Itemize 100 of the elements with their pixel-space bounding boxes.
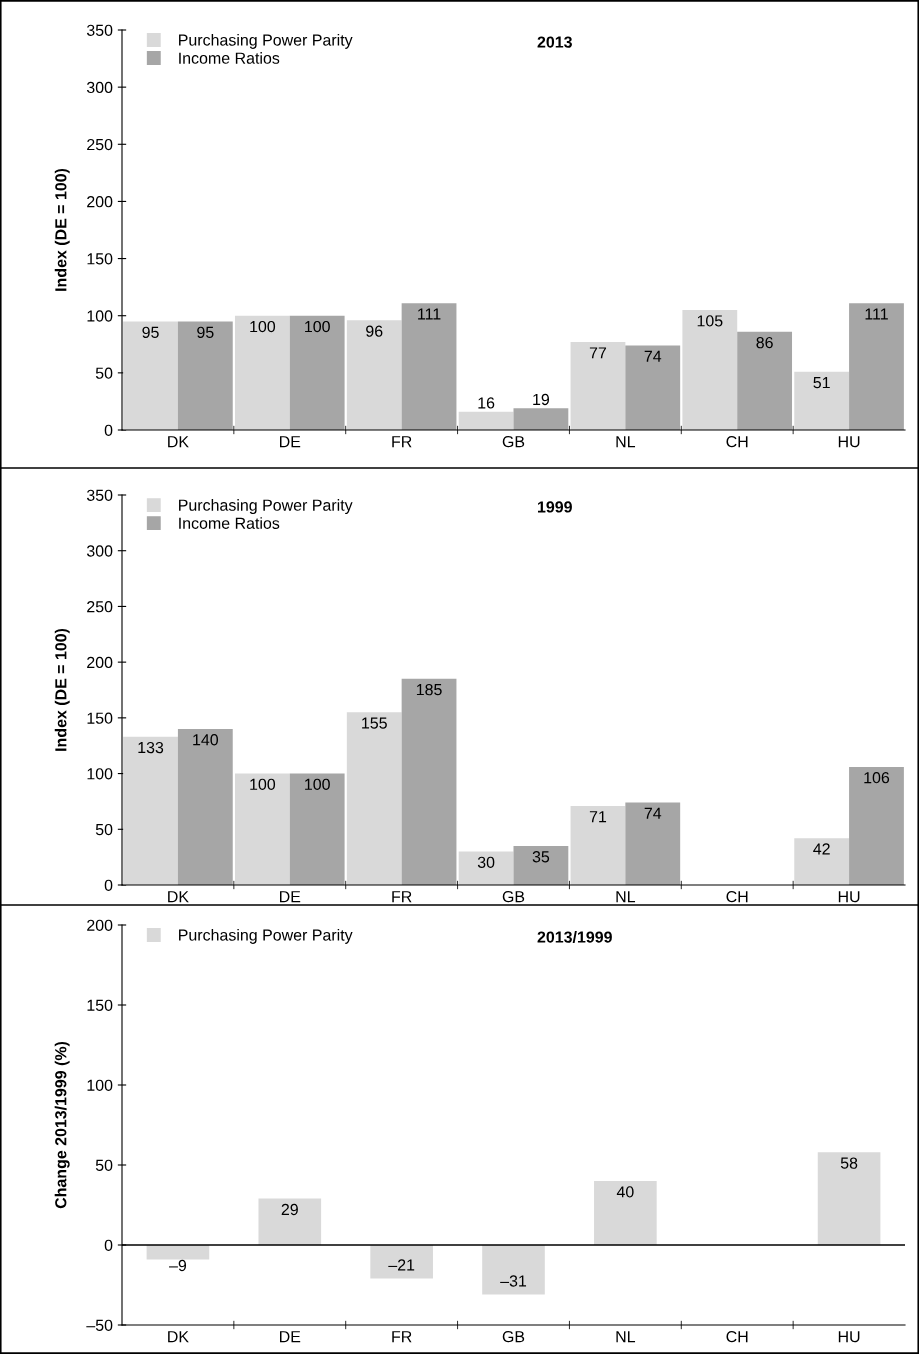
x-tick-label: DE xyxy=(280,891,301,903)
legend-label: Purchasing Power Parity xyxy=(179,33,353,49)
bar xyxy=(401,678,457,885)
data-label: 40 xyxy=(616,1186,634,1198)
y-tick-label: 0 xyxy=(104,1239,113,1251)
y-tick-label: 200 xyxy=(87,196,113,208)
data-label: 106 xyxy=(864,771,890,784)
x-tick-label: DK xyxy=(168,436,189,448)
y-tick-label: 100 xyxy=(87,1079,113,1091)
bar xyxy=(849,766,904,885)
data-label: 185 xyxy=(416,683,442,696)
data-label: 111 xyxy=(418,308,441,320)
x-tick-label: CH xyxy=(726,1330,748,1343)
y-tick-label: 50 xyxy=(95,1159,113,1171)
x-tick-label: DE xyxy=(280,436,301,448)
data-label: 16 xyxy=(478,397,495,409)
chart-title: 2013/1999 xyxy=(537,931,612,943)
data-label: –9 xyxy=(169,1259,187,1272)
bar xyxy=(817,1152,881,1245)
data-label: 71 xyxy=(589,811,607,823)
y-tick-label: 150 xyxy=(87,999,113,1011)
data-label: 30 xyxy=(477,856,495,868)
x-tick-label: NL xyxy=(616,891,636,903)
x-tick-label: CH xyxy=(726,890,748,903)
bar xyxy=(258,1198,322,1245)
data-label: 86 xyxy=(756,336,773,349)
chart-title: 2013 xyxy=(537,36,572,48)
y-tick-label: 50 xyxy=(95,823,113,836)
bar xyxy=(177,729,233,885)
bar xyxy=(458,851,514,885)
x-tick-label: FR xyxy=(392,1331,412,1343)
bar xyxy=(849,303,904,430)
data-label: 95 xyxy=(142,326,159,338)
data-label: 35 xyxy=(532,851,550,863)
y-tick-label: 0 xyxy=(104,424,113,436)
bar xyxy=(570,342,626,430)
data-label: 133 xyxy=(138,741,164,754)
bar xyxy=(458,411,514,430)
data-label: 100 xyxy=(305,778,330,790)
bar xyxy=(346,712,402,885)
bar xyxy=(570,805,626,885)
y-tick-label: 100 xyxy=(87,310,113,322)
bar xyxy=(794,371,850,430)
x-tick-label: GB xyxy=(502,1330,525,1343)
y-tick-label: 0 xyxy=(104,879,113,891)
data-label: 100 xyxy=(250,320,276,333)
data-label: 96 xyxy=(366,325,383,337)
legend-label: Income Ratios xyxy=(179,52,280,64)
y-tick-label: –50 xyxy=(86,1319,113,1331)
legend-label: Purchasing Power Parity xyxy=(179,499,353,514)
legend-label: Purchasing Power Parity xyxy=(179,928,353,944)
bar xyxy=(682,310,738,430)
x-tick-label: DK xyxy=(168,1331,189,1343)
data-label: 74 xyxy=(644,807,662,819)
y-tick-label: 300 xyxy=(86,545,113,557)
y-tick-label: 250 xyxy=(87,601,113,613)
x-tick-label: DE xyxy=(280,1331,301,1343)
bar xyxy=(513,408,569,430)
y-tick-label: 150 xyxy=(87,253,113,265)
data-label: 105 xyxy=(697,315,723,327)
bar xyxy=(234,315,290,430)
bar xyxy=(513,846,569,885)
y-tick-label: 350 xyxy=(86,24,113,36)
bar xyxy=(370,1245,433,1279)
y-tick-label: 50 xyxy=(95,367,113,379)
x-tick-label: FR xyxy=(392,436,412,448)
legend-label: Income Ratios xyxy=(179,517,280,529)
bar xyxy=(482,1245,545,1295)
y-tick-label: 100 xyxy=(87,768,113,780)
x-tick-label: GB xyxy=(502,435,525,448)
data-label: –21 xyxy=(388,1259,415,1271)
bar xyxy=(289,773,345,885)
bar xyxy=(625,802,681,885)
y-tick-label: 350 xyxy=(86,489,113,501)
bar xyxy=(346,320,402,430)
bar xyxy=(123,321,178,430)
y-tick-label: 250 xyxy=(87,138,113,151)
x-tick-label: NL xyxy=(616,436,636,448)
x-tick-label: HU xyxy=(838,891,860,903)
x-tick-label: DK xyxy=(168,891,189,903)
data-label: 100 xyxy=(305,320,330,333)
x-tick-label: FR xyxy=(392,891,412,903)
bar xyxy=(794,838,850,885)
y-axis-title: Index (DE = 100) xyxy=(54,168,70,291)
chart-title: 1999 xyxy=(538,501,572,513)
data-label: 95 xyxy=(197,326,214,338)
bar xyxy=(289,315,345,430)
data-label: 19 xyxy=(533,393,550,406)
y-tick-label: 150 xyxy=(87,712,113,724)
data-label: –31 xyxy=(500,1275,527,1287)
data-label: 111 xyxy=(865,308,888,320)
y-tick-label: 200 xyxy=(87,656,113,669)
data-label: 29 xyxy=(281,1203,298,1216)
data-label: 42 xyxy=(813,843,830,855)
y-axis-title: Index (DE = 100) xyxy=(54,628,70,751)
x-tick-label: HU xyxy=(838,436,860,448)
data-label: 74 xyxy=(644,350,662,362)
bar xyxy=(594,1181,657,1245)
data-label: 51 xyxy=(813,377,830,389)
y-tick-label: 200 xyxy=(87,919,113,931)
